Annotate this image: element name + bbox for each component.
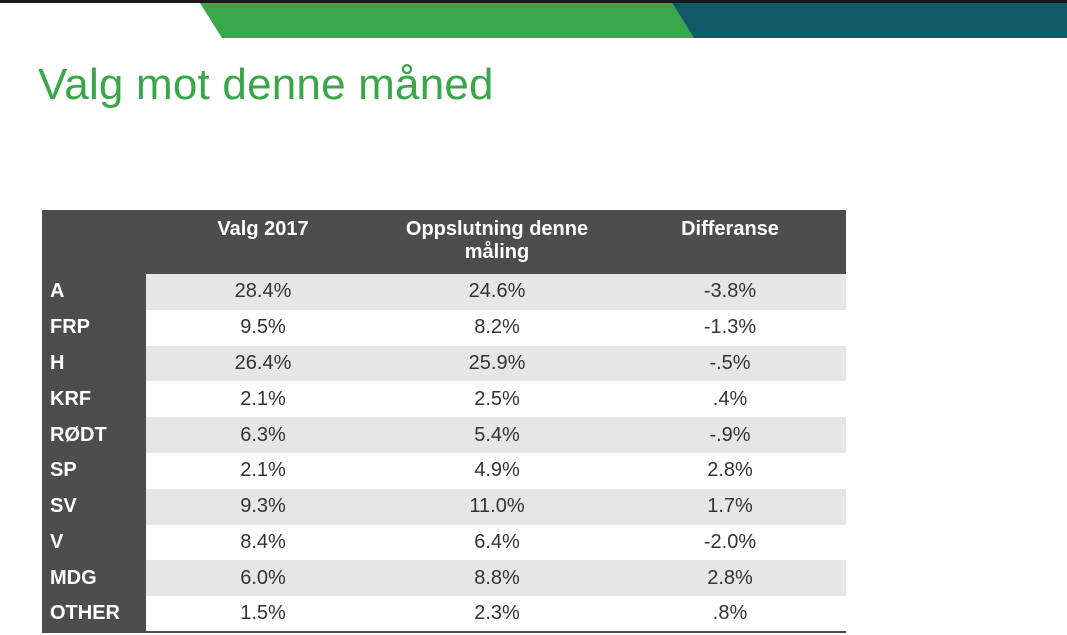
valg-2017-value: 1.5% [146, 596, 380, 633]
oppslutning-value: 5.4% [380, 417, 614, 453]
party-label: SP [42, 452, 146, 489]
differanse-value: -.9% [614, 417, 846, 453]
table-row: RØDT 6.3% 5.4% -.9% [42, 417, 846, 453]
valg-2017-value: 6.0% [146, 560, 380, 597]
table-row: SV 9.3% 11.0% 1.7% [42, 488, 846, 525]
party-label: SV [42, 488, 146, 525]
table-row: OTHER 1.5% 2.3% .8% [42, 596, 846, 633]
top-rule [0, 0, 1067, 3]
header-oppslutning: Oppslutning denne måling [380, 210, 614, 274]
differanse-value: 2.8% [614, 452, 846, 489]
differanse-value: -3.8% [614, 274, 846, 310]
party-label: H [42, 345, 146, 382]
valg-2017-value: 2.1% [146, 381, 380, 418]
table-row: V 8.4% 6.4% -2.0% [42, 524, 846, 561]
oppslutning-value: 8.8% [380, 560, 614, 597]
table-header-row: Valg 2017 Oppslutning denne måling Diffe… [42, 210, 846, 274]
differanse-value: -.5% [614, 345, 846, 382]
table-row: A 28.4% 24.6% -3.8% [42, 274, 846, 310]
oppslutning-value: 2.5% [380, 381, 614, 418]
results-table: Valg 2017 Oppslutning denne måling Diffe… [42, 210, 846, 633]
header-party [42, 210, 146, 274]
party-label: FRP [42, 309, 146, 346]
valg-2017-value: 9.5% [146, 309, 380, 346]
header-differanse: Differanse [614, 210, 846, 274]
header-valg-2017: Valg 2017 [146, 210, 380, 274]
party-label: KRF [42, 381, 146, 418]
party-label: RØDT [42, 417, 146, 453]
oppslutning-value: 4.9% [380, 452, 614, 489]
page-title: Valg mot denne måned [38, 60, 494, 109]
valg-2017-value: 9.3% [146, 488, 380, 525]
valg-2017-value: 26.4% [146, 345, 380, 382]
green-band-shape [200, 3, 694, 38]
table-row: H 26.4% 25.9% -.5% [42, 345, 846, 382]
valg-2017-value: 28.4% [146, 274, 380, 310]
oppslutning-value: 11.0% [380, 488, 614, 525]
oppslutning-value: 6.4% [380, 524, 614, 561]
table-row: KRF 2.1% 2.5% .4% [42, 381, 846, 418]
table-row: FRP 9.5% 8.2% -1.3% [42, 309, 846, 346]
differanse-value: 2.8% [614, 560, 846, 597]
valg-2017-value: 8.4% [146, 524, 380, 561]
valg-2017-value: 2.1% [146, 452, 380, 489]
table-row: SP 2.1% 4.9% 2.8% [42, 452, 846, 489]
band-shapes [200, 3, 1067, 38]
teal-band-shape [672, 3, 1067, 38]
top-decorative-band [0, 0, 1067, 38]
differanse-value: -2.0% [614, 524, 846, 561]
differanse-value: .8% [614, 596, 846, 633]
party-label: A [42, 274, 146, 310]
party-label: V [42, 524, 146, 561]
differanse-value: 1.7% [614, 488, 846, 525]
differanse-value: -1.3% [614, 309, 846, 346]
oppslutning-value: 2.3% [380, 596, 614, 633]
table-row: MDG 6.0% 8.8% 2.8% [42, 560, 846, 597]
oppslutning-value: 8.2% [380, 309, 614, 346]
differanse-value: .4% [614, 381, 846, 418]
oppslutning-value: 24.6% [380, 274, 614, 310]
party-label: OTHER [42, 596, 146, 633]
valg-2017-value: 6.3% [146, 417, 380, 453]
party-label: MDG [42, 560, 146, 597]
oppslutning-value: 25.9% [380, 345, 614, 382]
